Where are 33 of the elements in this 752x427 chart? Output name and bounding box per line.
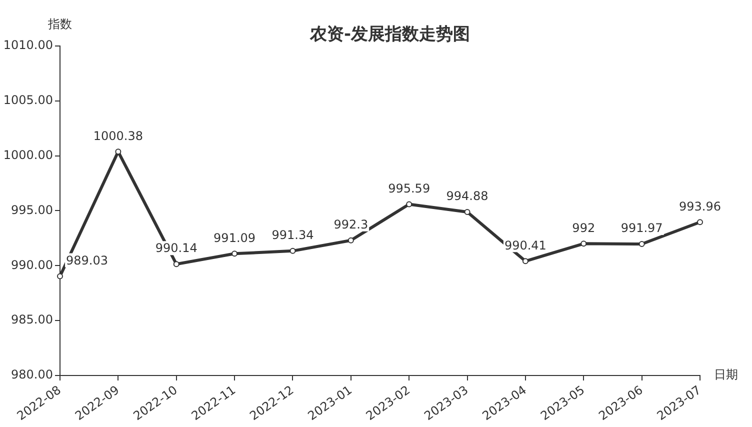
point xyxy=(522,258,528,264)
data-label: 990.14 xyxy=(155,241,198,256)
data-label: 992.3 xyxy=(334,218,368,232)
point xyxy=(638,240,645,247)
chart-title: 农资-发展指数走势图 xyxy=(308,24,470,44)
point xyxy=(232,250,238,257)
x-axis-title: 日期 xyxy=(714,368,738,382)
data-label: 991.97 xyxy=(620,221,663,236)
data-label: 989.03 xyxy=(66,253,108,268)
point xyxy=(173,261,180,268)
y-tick-label: 1005.00 xyxy=(3,93,53,108)
data-label: 990.41 xyxy=(504,238,546,252)
y-tick-label: 995.00 xyxy=(11,202,53,217)
data-label: 994.88 xyxy=(446,189,488,204)
point xyxy=(57,273,63,280)
point xyxy=(580,240,587,247)
point xyxy=(290,248,296,254)
data-label: 1000.38 xyxy=(93,128,143,143)
y-axis-title: 指数 xyxy=(47,17,72,32)
point xyxy=(348,237,354,244)
point xyxy=(406,201,412,208)
y-tick-label: 1000.00 xyxy=(3,148,53,162)
y-tick-label: 985.00 xyxy=(11,312,53,327)
point xyxy=(464,209,470,216)
y-tick-label: 990.00 xyxy=(11,258,53,272)
y-tick-label: 1010.00 xyxy=(3,38,53,52)
data-label: 992 xyxy=(572,220,596,235)
data-label: 991.34 xyxy=(272,228,314,242)
y-tick-label: 980.00 xyxy=(11,368,53,382)
data-label: 991.09 xyxy=(214,230,256,245)
point xyxy=(697,219,703,226)
data-label: 993.96 xyxy=(679,199,721,214)
data-label: 995.59 xyxy=(388,181,430,196)
